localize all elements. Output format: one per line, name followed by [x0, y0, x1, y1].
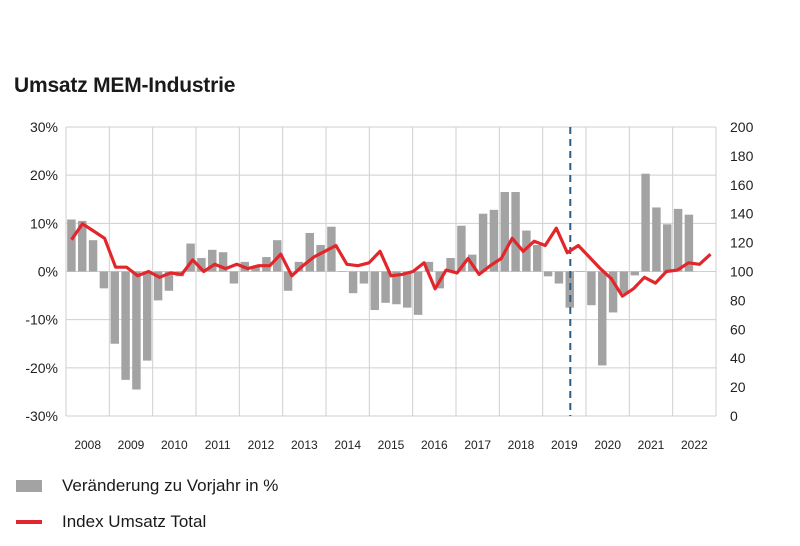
line-series: [70, 222, 712, 298]
bar: [413, 271, 423, 315]
bar: [543, 271, 553, 277]
bar: [359, 271, 369, 284]
bar: [403, 271, 412, 308]
right-tick-label: 120: [730, 235, 754, 251]
bar: [316, 245, 325, 272]
x-axis: 2008 2009 2010 2011 2012 2013 2014 2015 2016 2017…: [74, 438, 708, 452]
bar: [294, 261, 304, 272]
bar: [392, 271, 401, 305]
x-tick-label: 2019: [551, 438, 578, 452]
legend-line: Index Umsatz Total: [16, 512, 206, 532]
right-tick-label: 160: [730, 177, 754, 193]
bar: [663, 224, 672, 272]
bar: [500, 192, 509, 272]
legend-bar-label: Veränderung zu Vorjahr in %: [62, 476, 279, 495]
bar: [511, 192, 520, 272]
bar: [381, 271, 390, 303]
bar: [457, 225, 466, 272]
bar: [197, 258, 206, 272]
bar: [446, 258, 455, 272]
bar: [153, 271, 163, 301]
left-tick-label: -20%: [25, 360, 58, 376]
bar: [121, 271, 130, 380]
x-tick-label: 2013: [291, 438, 318, 452]
bar: [251, 266, 260, 272]
bar: [478, 213, 488, 272]
legend-bar-swatch: [16, 480, 42, 492]
bar: [652, 207, 661, 272]
right-tick-label: 200: [730, 119, 754, 135]
x-tick-label: 2012: [248, 438, 275, 452]
bar: [283, 271, 293, 291]
right-tick-label: 100: [730, 264, 754, 280]
left-axis: 30% 20% 10% 0% -10% -20% -30%: [25, 119, 58, 424]
bar: [99, 271, 109, 289]
right-tick-label: 80: [730, 292, 746, 308]
x-tick-label: 2016: [421, 438, 448, 452]
x-tick-label: 2020: [594, 438, 621, 452]
bar: [587, 271, 596, 306]
right-tick-label: 60: [730, 321, 746, 337]
x-tick-label: 2009: [118, 438, 145, 452]
right-tick-label: 140: [730, 206, 754, 222]
right-tick-label: 40: [730, 350, 746, 366]
x-tick-label: 2014: [334, 438, 361, 452]
chart-title: Umsatz MEM-Industrie: [14, 74, 236, 97]
bar: [608, 271, 618, 313]
bar: [370, 271, 379, 311]
bar: [229, 271, 239, 284]
bar: [88, 240, 98, 272]
x-tick-label: 2017: [464, 438, 491, 452]
right-tick-label: 20: [730, 379, 746, 395]
bar: [489, 209, 499, 272]
legend-bar: Veränderung zu Vorjahr in %: [16, 476, 278, 496]
legend-line-swatch: [16, 520, 42, 524]
bar: [348, 271, 358, 294]
left-tick-label: 10%: [30, 215, 58, 231]
x-tick-label: 2021: [638, 438, 665, 452]
x-tick-label: 2010: [161, 438, 188, 452]
x-tick-label: 2011: [205, 438, 231, 452]
x-tick-label: 2015: [378, 438, 405, 452]
bar: [673, 208, 683, 272]
bar: [186, 243, 195, 272]
right-tick-label: 180: [730, 148, 754, 164]
index-line: [70, 222, 712, 298]
x-tick-label: 2022: [681, 438, 708, 452]
bar-series: [67, 173, 694, 390]
bar: [424, 261, 434, 272]
bar: [305, 232, 314, 272]
left-tick-label: -10%: [25, 312, 58, 328]
bar: [630, 271, 639, 276]
bar: [110, 271, 119, 344]
bar: [576, 271, 585, 272]
bar: [641, 173, 650, 272]
left-tick-label: 0%: [38, 264, 58, 280]
bar: [164, 271, 174, 291]
bar: [218, 252, 228, 272]
bar: [67, 219, 76, 272]
bar: [598, 271, 607, 366]
bar: [338, 271, 347, 272]
bar: [132, 271, 141, 390]
bar: [522, 230, 531, 272]
left-tick-label: 30%: [30, 119, 58, 135]
legend-line-label: Index Umsatz Total: [62, 512, 207, 531]
bar: [554, 271, 564, 284]
bar: [143, 271, 152, 361]
left-tick-label: 20%: [30, 167, 58, 183]
grid: [65, 126, 717, 417]
x-tick-label: 2008: [74, 438, 101, 452]
x-tick-label: 2018: [508, 438, 535, 452]
bar: [684, 214, 694, 272]
bar: [619, 271, 629, 294]
bar: [533, 245, 542, 272]
left-tick-label: -30%: [25, 408, 58, 424]
bar: [208, 249, 217, 272]
bar: [78, 220, 87, 272]
right-tick-label: 0: [730, 408, 738, 424]
